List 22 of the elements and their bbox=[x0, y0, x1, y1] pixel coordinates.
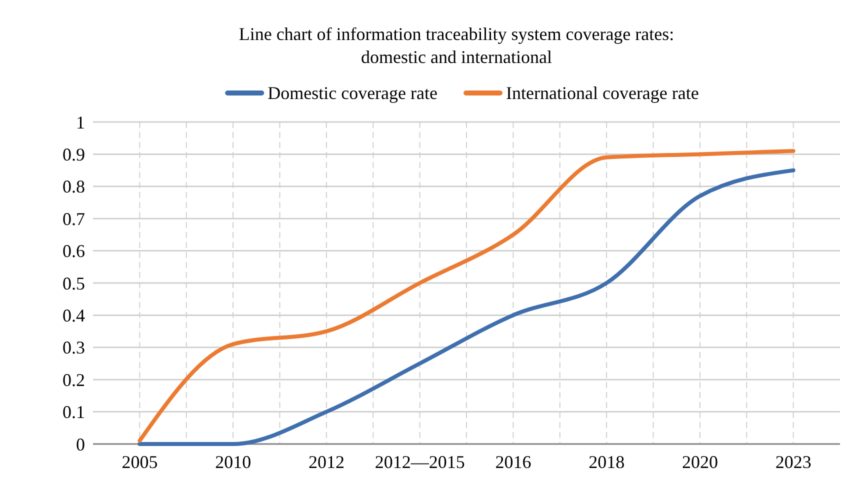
x-tick-label: 2020 bbox=[682, 452, 718, 472]
y-tick-label: 0.7 bbox=[62, 208, 85, 229]
x-tick-label: 2012—2015 bbox=[374, 452, 465, 472]
y-tick-label: 0.9 bbox=[62, 144, 85, 164]
y-tick-label: 0.3 bbox=[62, 338, 85, 358]
legend-label: International coverage rate bbox=[506, 83, 699, 103]
y-tick-label: 0.6 bbox=[62, 241, 85, 262]
chart-title: Line chart of information traceability system coverage rates: domestic and international bbox=[238, 24, 674, 67]
x-tick-label: 2005 bbox=[122, 452, 158, 472]
x-tick-label: 2012 bbox=[308, 452, 344, 472]
x-tick-label: 2023 bbox=[775, 452, 812, 472]
y-tick-label: 0.2 bbox=[62, 370, 85, 390]
y-tick-label: 0 bbox=[76, 434, 85, 454]
y-tick-label: 0.1 bbox=[62, 402, 85, 422]
y-tick-label: 0.5 bbox=[62, 273, 85, 294]
x-tick-label: 2018 bbox=[588, 452, 625, 472]
x-tick-label: 2010 bbox=[215, 452, 252, 472]
legend-label: Domestic coverage rate bbox=[268, 83, 438, 103]
x-tick-label: 2016 bbox=[495, 452, 532, 472]
y-tick-label: 0.4 bbox=[62, 306, 85, 326]
y-tick-label: 1 bbox=[76, 112, 85, 132]
y-tick-label: 0.8 bbox=[62, 176, 85, 197]
